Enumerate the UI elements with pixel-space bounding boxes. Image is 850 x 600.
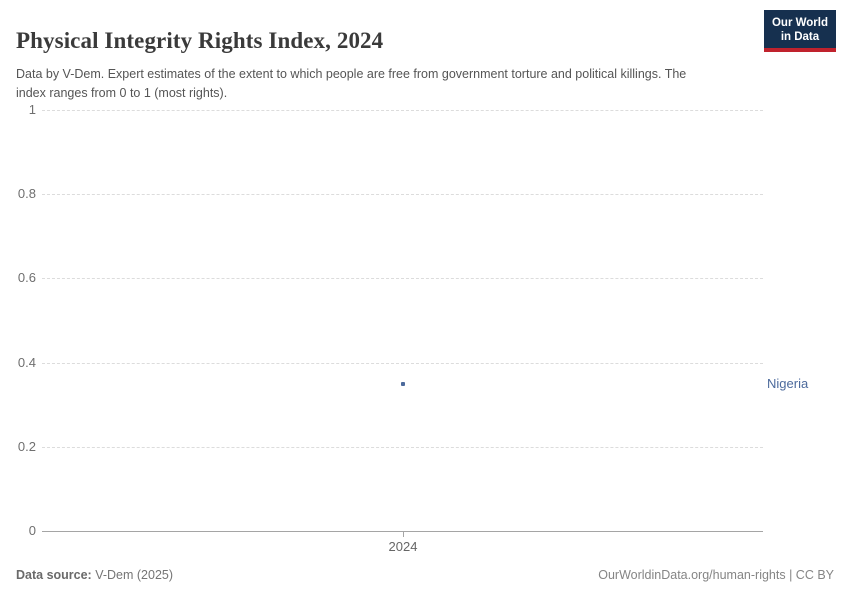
chart-subtitle: Data by V-Dem. Expert estimates of the e… [16,66,687,100]
owid-logo-line2: in Data [780,31,820,43]
gridline [42,110,763,111]
x-axis-line [42,531,763,532]
y-tick-label: 0.8 [17,186,36,201]
credit-line: OurWorldinData.org/human-rights | CC BY [598,568,834,582]
gridline [42,278,763,279]
data-source-note: Data source: V-Dem (2025) [16,568,173,582]
x-tick-label: 2024 [388,539,418,554]
y-tick-label: 0.2 [17,439,36,454]
y-tick-label: 1 [28,102,36,117]
owid-logo: Our World in Data [763,10,836,52]
page-title: Physical Integrity Rights Index, 2024 [16,28,384,54]
data-source-value: V-Dem (2025) [91,568,174,582]
data-point-nigeria [401,382,405,386]
x-tick-mark [403,532,404,537]
entity-label: Nigeria [767,376,809,391]
gridline [42,447,763,448]
y-tick-label: 0.6 [17,270,36,285]
y-tick-label: 0.4 [17,355,36,370]
y-tick-label: 0 [28,523,36,538]
data-source-label: Data source: [16,568,92,582]
gridline [42,194,763,195]
owid-logo-line1: Our World [771,17,828,29]
gridline [42,363,763,364]
